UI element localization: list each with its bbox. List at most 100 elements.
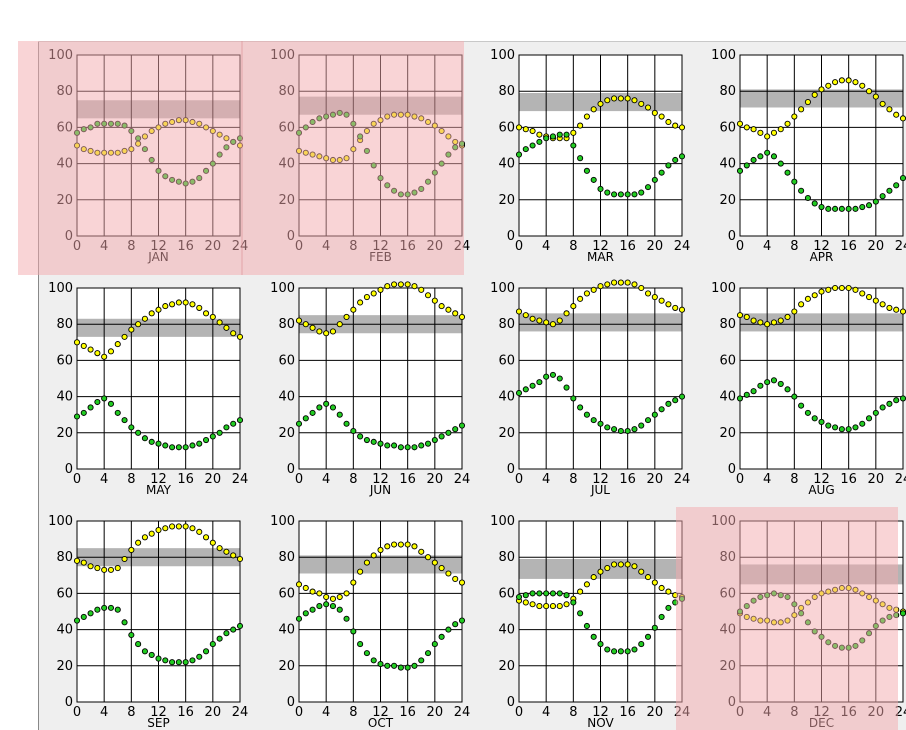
- data-point: [604, 565, 611, 572]
- data-point: [556, 590, 563, 597]
- y-tick-label: 40: [719, 157, 736, 172]
- data-point: [155, 440, 162, 447]
- data-point: [743, 162, 750, 169]
- data-point: [770, 377, 778, 384]
- data-point: [590, 417, 597, 424]
- data-point: [295, 317, 303, 324]
- data-point: [80, 613, 87, 620]
- highlight-feb: [242, 41, 464, 275]
- x-tick-label: 16: [840, 472, 857, 487]
- data-point: [590, 106, 597, 113]
- data-point: [583, 113, 590, 120]
- data-point: [411, 444, 418, 451]
- y-tick-label: 20: [498, 426, 515, 441]
- data-point: [899, 115, 906, 122]
- data-point: [611, 191, 618, 198]
- data-point: [736, 167, 744, 174]
- data-point: [665, 604, 672, 611]
- x-tick-label: 20: [427, 472, 444, 487]
- data-point: [536, 131, 543, 138]
- data-point: [678, 124, 686, 131]
- data-point: [336, 606, 343, 613]
- data-point: [209, 641, 216, 648]
- data-point: [852, 79, 859, 86]
- data-point: [114, 341, 121, 348]
- data-point: [357, 641, 364, 648]
- data-point: [445, 429, 452, 436]
- data-point: [350, 306, 357, 313]
- data-point: [363, 436, 370, 444]
- data-point: [536, 138, 543, 145]
- data-point: [458, 422, 466, 429]
- data-point: [128, 631, 135, 639]
- data-point: [638, 189, 645, 196]
- data-point: [604, 424, 611, 431]
- data-point: [770, 129, 778, 136]
- data-point: [899, 610, 906, 617]
- data-point: [590, 176, 597, 183]
- x-tick-label: 16: [399, 705, 416, 720]
- data-point: [377, 286, 384, 293]
- data-point: [644, 574, 652, 581]
- month-label: JUL: [590, 483, 610, 497]
- data-point: [141, 534, 148, 541]
- data-point: [522, 592, 529, 599]
- data-point: [202, 534, 210, 541]
- humidity-series: [295, 601, 466, 671]
- data-point: [323, 400, 330, 407]
- data-point: [556, 375, 563, 382]
- data-point: [556, 603, 563, 610]
- data-point: [431, 641, 438, 648]
- data-point: [825, 205, 832, 212]
- data-point: [216, 319, 223, 326]
- data-point: [404, 281, 411, 288]
- data-point: [438, 633, 445, 640]
- data-point: [236, 417, 244, 424]
- x-tick-label: 8: [790, 239, 798, 254]
- plot-frame: [739, 287, 904, 470]
- data-point: [617, 95, 624, 102]
- temperature-series: [73, 299, 244, 360]
- data-point: [404, 541, 411, 548]
- data-point: [845, 77, 852, 84]
- highlight-dec: [676, 507, 898, 730]
- data-point: [529, 127, 536, 135]
- data-point: [777, 160, 784, 167]
- data-point: [543, 319, 550, 326]
- data-point: [872, 93, 879, 100]
- data-point: [872, 409, 879, 416]
- data-point: [865, 88, 873, 95]
- data-point: [404, 444, 411, 451]
- y-tick-label: 100: [48, 281, 73, 296]
- data-point: [543, 373, 550, 380]
- y-tick-label: 40: [719, 390, 736, 405]
- data-point: [563, 601, 570, 608]
- data-point: [148, 651, 155, 658]
- data-point: [411, 662, 418, 669]
- data-point: [438, 433, 445, 440]
- data-point: [644, 104, 652, 111]
- data-point: [391, 541, 398, 548]
- data-point: [549, 603, 557, 610]
- data-point: [583, 581, 590, 588]
- x-tick-label: 24: [454, 472, 471, 487]
- data-point: [107, 604, 115, 611]
- y-tick-label: 60: [719, 353, 736, 368]
- data-point: [424, 440, 432, 447]
- data-point: [73, 617, 81, 624]
- data-point: [665, 588, 672, 595]
- data-point: [230, 552, 237, 559]
- data-point: [879, 404, 886, 411]
- y-tick-label: 40: [56, 390, 73, 405]
- data-point: [73, 557, 81, 564]
- y-tick-label: 80: [278, 550, 295, 565]
- data-point: [114, 565, 121, 572]
- data-point: [141, 435, 148, 442]
- x-tick-label: 4: [763, 239, 771, 254]
- data-point: [791, 308, 798, 315]
- x-tick-label: 8: [349, 472, 357, 487]
- data-point: [202, 310, 210, 317]
- month-label: MAR: [587, 250, 614, 264]
- data-point: [543, 135, 550, 142]
- data-point: [148, 530, 155, 537]
